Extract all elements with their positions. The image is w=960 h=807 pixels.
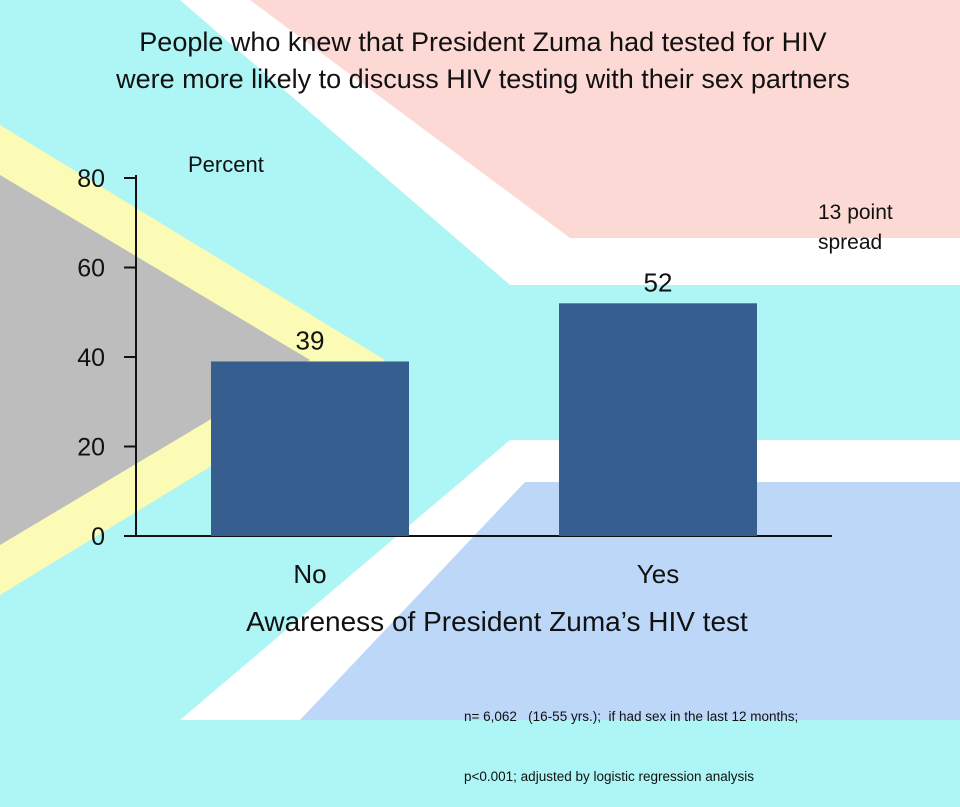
flag-blue-field xyxy=(300,482,960,720)
chart-title: People who knew that President Zuma had … xyxy=(0,24,960,98)
chart-title-line-1: People who knew that President Zuma had … xyxy=(139,27,827,57)
flag-black-triangle xyxy=(0,175,310,545)
y-tick-label-20: 20 xyxy=(77,434,105,462)
flag-background xyxy=(0,0,960,720)
bar-yes xyxy=(559,303,757,536)
bar-chart: 0 20 40 60 80 39 No 52 Yes xyxy=(77,165,832,589)
y-tick-label-80: 80 xyxy=(77,165,105,193)
chart-title-line-2: were more likely to discuss HIV testing … xyxy=(116,64,850,94)
x-axis-label: Awareness of President Zuma’s HIV test xyxy=(246,606,748,637)
spread-annotation: 13 point spread xyxy=(818,198,893,258)
footnote: n= 6,062 (16-55 yrs.); if had sex in the… xyxy=(464,667,798,807)
spread-annotation-line-1: 13 point xyxy=(818,201,893,224)
footnote-line-1: n= 6,062 (16-55 yrs.); if had sex in the… xyxy=(464,709,799,724)
footnote-line-2: p<0.001; adjusted by logistic regression… xyxy=(464,769,755,784)
data-label-no: 39 xyxy=(296,325,325,355)
y-tick-label-0: 0 xyxy=(91,523,105,551)
bar-no xyxy=(211,361,409,536)
x-tick-label-yes: Yes xyxy=(637,559,679,589)
y-axis-label: Percent xyxy=(188,152,264,177)
y-tick-label-40: 40 xyxy=(77,344,105,372)
spread-annotation-line-2: spread xyxy=(818,231,883,254)
x-tick-label-no: No xyxy=(293,559,326,589)
y-tick-label-60: 60 xyxy=(77,255,105,283)
data-label-yes: 52 xyxy=(644,267,673,297)
flag-red-field xyxy=(250,0,960,238)
